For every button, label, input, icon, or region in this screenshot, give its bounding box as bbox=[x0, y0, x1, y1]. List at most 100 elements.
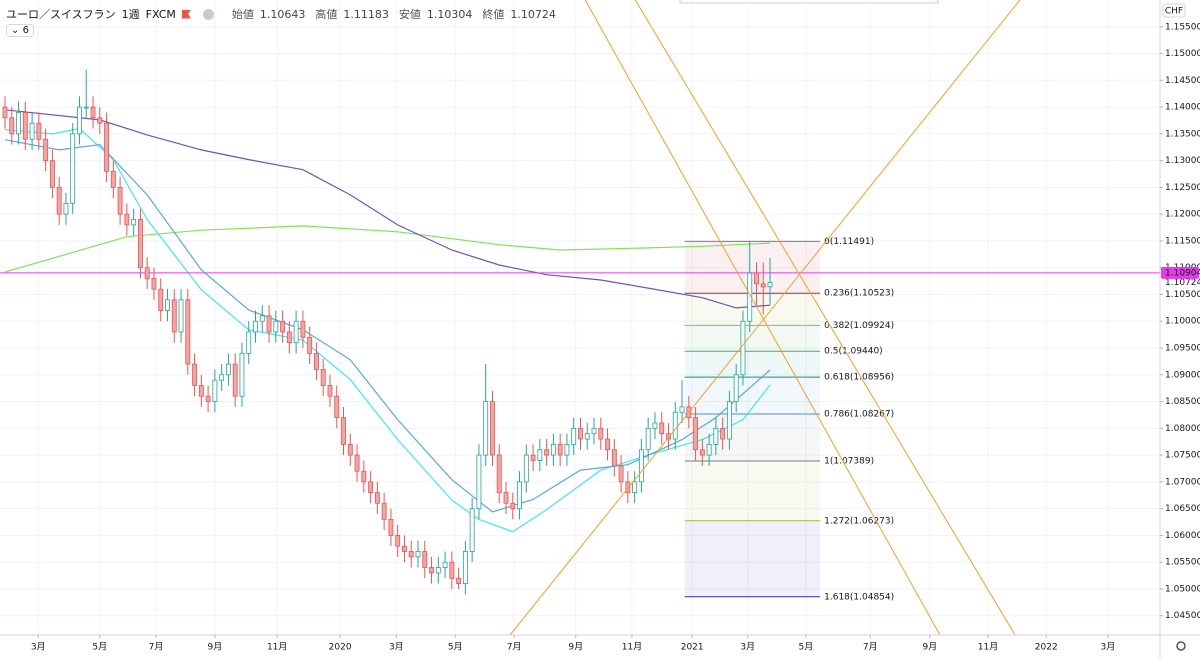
y-tick-label: 1.14500 bbox=[1165, 76, 1200, 86]
candle-body bbox=[253, 320, 258, 333]
settings-icon[interactable] bbox=[1176, 641, 1186, 651]
candle-body bbox=[43, 138, 49, 162]
fib-label: 0.5(1.09440) bbox=[824, 347, 883, 357]
fib-band bbox=[684, 351, 821, 378]
candle-body bbox=[483, 401, 489, 456]
hline-price-label: 1.10904 bbox=[1165, 268, 1200, 278]
candle-body bbox=[693, 417, 698, 451]
candle-body bbox=[219, 374, 225, 381]
fib-label: 0.618(1.08956) bbox=[824, 373, 894, 383]
candle-body bbox=[496, 454, 502, 493]
candle-body bbox=[124, 213, 130, 226]
candle-body bbox=[591, 427, 597, 435]
y-tick-label: 1.05000 bbox=[1165, 584, 1200, 594]
candle-body bbox=[726, 401, 732, 440]
candle-body bbox=[666, 433, 671, 440]
candle-body bbox=[374, 492, 380, 504]
close-price-label: 1.10724 bbox=[1165, 278, 1200, 288]
candle-body bbox=[706, 443, 712, 456]
indicator-toggle[interactable]: ⌄ 6 bbox=[6, 24, 34, 37]
candle-body bbox=[652, 422, 658, 429]
candle-body bbox=[137, 219, 143, 269]
candle-body bbox=[517, 481, 522, 510]
currency-box bbox=[1162, 3, 1186, 18]
fib-label: 0.382(1.09924) bbox=[824, 321, 894, 331]
candle-body bbox=[659, 422, 665, 435]
candle-body bbox=[435, 567, 441, 574]
y-tick-label: 1.09000 bbox=[1165, 370, 1200, 380]
fib-band bbox=[684, 520, 821, 597]
candle-body bbox=[354, 454, 360, 472]
candle-body bbox=[415, 551, 421, 558]
candle-body bbox=[334, 395, 340, 419]
y-tick-label: 1.07000 bbox=[1165, 477, 1200, 487]
x-tick-label: 9月 bbox=[208, 642, 223, 653]
candle-body bbox=[300, 320, 306, 338]
x-tick-label: 11月 bbox=[978, 642, 998, 653]
candle-body bbox=[63, 203, 69, 215]
candle-body bbox=[16, 112, 21, 135]
candle-body bbox=[598, 427, 604, 440]
close-label-bg bbox=[1161, 276, 1199, 289]
candle-body bbox=[280, 320, 286, 333]
candle-body bbox=[314, 352, 319, 370]
x-tick-label: 2021 bbox=[681, 643, 704, 653]
candle-body bbox=[632, 481, 638, 493]
candle-body bbox=[381, 502, 387, 520]
candle-body bbox=[192, 363, 198, 386]
x-tick-label: 5月 bbox=[448, 642, 463, 653]
candle-body bbox=[205, 395, 211, 402]
fib-band bbox=[684, 461, 821, 521]
candle-body bbox=[171, 299, 177, 333]
open-label: 始値 bbox=[231, 8, 254, 21]
fib-band bbox=[684, 241, 821, 294]
candle-body bbox=[185, 299, 191, 365]
y-tick-label: 1.04500 bbox=[1165, 611, 1200, 621]
hide-icon[interactable] bbox=[202, 8, 214, 20]
candle-body bbox=[368, 481, 374, 493]
y-tick-label: 1.12000 bbox=[1165, 210, 1200, 220]
candle-body bbox=[442, 561, 448, 568]
fib-band bbox=[684, 325, 821, 352]
moving-average bbox=[4, 225, 771, 273]
flag-icon[interactable] bbox=[181, 9, 191, 19]
candle-body bbox=[462, 551, 468, 585]
candle-body bbox=[449, 561, 455, 579]
candle-body bbox=[510, 502, 516, 510]
x-tick-label: 3月 bbox=[1101, 642, 1116, 653]
candle-body bbox=[490, 401, 495, 456]
x-tick-label: 5月 bbox=[799, 642, 814, 653]
high-value: 1.11183 bbox=[343, 7, 389, 21]
y-tick-label: 1.06500 bbox=[1165, 504, 1200, 514]
candle-body bbox=[246, 331, 252, 354]
high-label: 高値 bbox=[315, 8, 338, 21]
candle-body bbox=[550, 443, 556, 456]
candle-body bbox=[9, 117, 15, 135]
low-value: 1.10304 bbox=[426, 7, 473, 21]
candle-body bbox=[49, 160, 55, 188]
fib-label: 0.786(1.08267) bbox=[824, 410, 894, 420]
symbol-title: ユーロ／スイスフラン bbox=[6, 8, 116, 21]
candle-body bbox=[110, 170, 116, 188]
y-tick-label: 1.15000 bbox=[1165, 49, 1200, 59]
candle-body bbox=[530, 454, 536, 461]
candle-body bbox=[131, 219, 137, 226]
candle-body bbox=[740, 320, 746, 376]
low-label: 安値 bbox=[398, 8, 421, 21]
candle-body bbox=[178, 299, 184, 333]
candle-body bbox=[611, 449, 617, 467]
candle-body bbox=[56, 186, 62, 215]
candle-body bbox=[307, 336, 313, 354]
gear[interactable] bbox=[1176, 641, 1186, 651]
candle-body bbox=[760, 283, 766, 288]
moving-average bbox=[4, 109, 771, 309]
candle-body bbox=[2, 106, 8, 119]
candle-body bbox=[104, 122, 109, 172]
x-tick-label: 9月 bbox=[568, 642, 583, 653]
candle-body bbox=[83, 106, 89, 109]
fib-band bbox=[684, 414, 821, 462]
candle-body bbox=[259, 315, 265, 322]
candle-body bbox=[70, 133, 76, 204]
candle-body bbox=[266, 315, 272, 333]
fib-label: 1.618(1.04854) bbox=[824, 592, 894, 602]
